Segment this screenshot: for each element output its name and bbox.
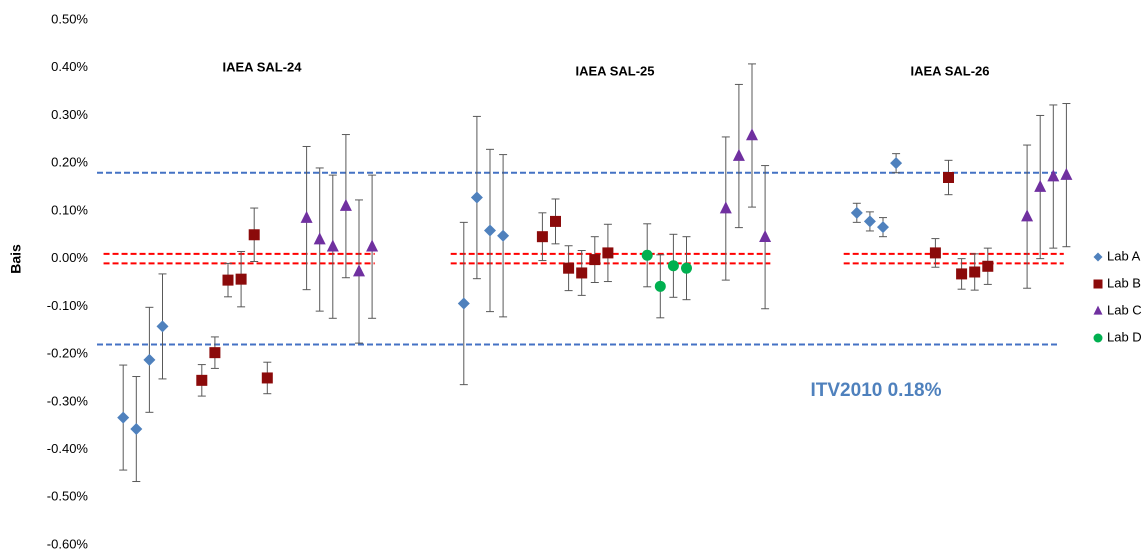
- marker: [497, 229, 510, 242]
- marker: [877, 221, 889, 234]
- y-tick-label: -0.10%: [47, 298, 89, 313]
- marker: [536, 231, 548, 243]
- marker: [470, 191, 483, 204]
- marker: [719, 201, 732, 214]
- marker: [248, 229, 260, 241]
- marker: [890, 157, 903, 170]
- y-tick-label: 0.20%: [51, 155, 88, 170]
- marker: [550, 215, 561, 227]
- marker: [313, 232, 326, 245]
- y-tick-label: -0.50%: [47, 489, 89, 504]
- legend-label: Lab C: [1107, 302, 1142, 317]
- marker: [746, 128, 758, 141]
- marker: [654, 280, 666, 292]
- y-tick-label: 0.40%: [51, 59, 88, 74]
- marker: [143, 353, 156, 366]
- marker: [339, 198, 352, 211]
- marker: [969, 266, 981, 278]
- marker: [759, 229, 772, 242]
- marker: [1021, 209, 1034, 222]
- legend-marker: [1093, 252, 1103, 262]
- marker: [1047, 169, 1060, 182]
- marker: [850, 206, 863, 219]
- marker: [156, 320, 169, 333]
- marker: [196, 374, 208, 386]
- y-tick-label: 0.50%: [51, 11, 88, 26]
- legend-label: Lab B: [1107, 275, 1141, 290]
- marker: [457, 297, 470, 310]
- marker: [117, 411, 130, 424]
- marker: [929, 247, 941, 259]
- marker: [943, 172, 954, 183]
- y-tick-label: -0.30%: [47, 393, 89, 408]
- y-tick-label: 0.10%: [51, 202, 88, 217]
- marker: [589, 254, 601, 266]
- marker: [1034, 179, 1047, 192]
- annotation: IAEA SAL-26: [911, 63, 990, 78]
- marker: [982, 260, 994, 272]
- legend-label: Lab D: [1107, 329, 1142, 344]
- marker: [209, 347, 221, 359]
- marker: [681, 262, 692, 274]
- marker: [667, 260, 679, 272]
- y-tick-label: 0.00%: [51, 250, 88, 265]
- marker: [326, 239, 339, 252]
- y-tick-label: 0.30%: [51, 107, 88, 122]
- marker: [222, 274, 234, 286]
- marker: [956, 268, 968, 280]
- y-tick-label: -0.40%: [47, 441, 89, 456]
- marker: [602, 247, 614, 259]
- annotation: ITV2010 0.18%: [811, 380, 942, 401]
- annotation: IAEA SAL-25: [576, 63, 655, 78]
- legend-marker: [1093, 333, 1103, 343]
- marker: [563, 262, 575, 274]
- marker: [353, 264, 365, 277]
- legend-label: Lab A: [1107, 248, 1141, 263]
- marker: [576, 267, 588, 279]
- marker: [130, 423, 143, 436]
- legend-marker: [1093, 279, 1103, 289]
- y-tick-label: -0.60%: [47, 536, 89, 551]
- y-axis-label: Bais: [8, 244, 24, 274]
- legend-marker: [1093, 305, 1103, 315]
- marker: [863, 215, 876, 228]
- y-tick-label: -0.20%: [47, 346, 89, 361]
- marker: [484, 224, 496, 237]
- marker: [732, 148, 745, 161]
- annotation: IAEA SAL-24: [223, 59, 303, 74]
- marker: [366, 239, 379, 252]
- marker: [300, 210, 313, 223]
- marker: [1060, 167, 1073, 180]
- marker: [235, 273, 247, 285]
- marker: [261, 372, 273, 384]
- marker: [641, 249, 653, 261]
